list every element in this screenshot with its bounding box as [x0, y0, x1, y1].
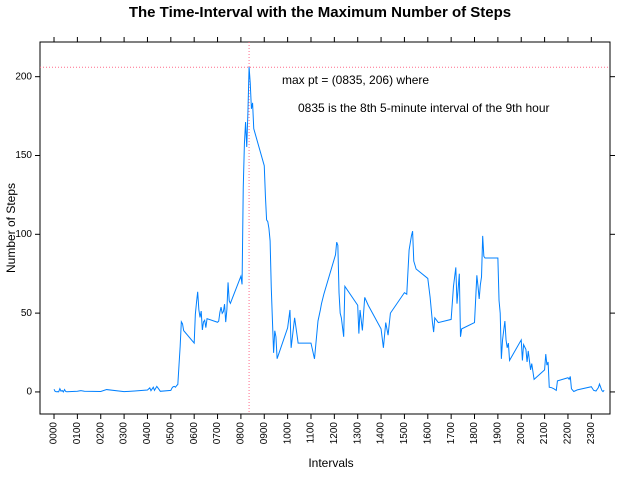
- y-tick-label: 50: [21, 308, 33, 319]
- data-line: [53, 66, 605, 393]
- y-tick-label: 100: [15, 229, 32, 240]
- x-tick-label: 2200: [563, 422, 574, 445]
- x-tick-label: 0200: [95, 422, 106, 445]
- x-tick-label: 1700: [446, 422, 457, 445]
- x-tick-label: 2100: [539, 422, 550, 445]
- x-tick-label: 1800: [469, 422, 480, 445]
- x-tick-label: 1600: [422, 422, 433, 445]
- x-tick-label: 0800: [236, 422, 247, 445]
- x-tick-label: 1000: [282, 422, 293, 445]
- x-tick-label: 2000: [516, 422, 527, 445]
- x-tick-label: 1200: [329, 422, 340, 445]
- chart-title: The Time-Interval with the Maximum Numbe…: [129, 4, 511, 21]
- x-tick-label: 0300: [119, 422, 130, 445]
- x-tick-label: 1100: [306, 422, 317, 444]
- x-tick-label: 0900: [259, 422, 270, 445]
- x-tick-label: 1300: [352, 422, 363, 445]
- x-tick-label: 2300: [586, 422, 597, 445]
- y-tick-label: 200: [15, 71, 32, 82]
- x-tick-label: 1900: [493, 422, 504, 445]
- y-tick-label: 150: [15, 150, 32, 161]
- y-tick-label: 0: [26, 387, 32, 398]
- annotation: 0835 is the 8th 5-minute interval of the…: [298, 101, 550, 115]
- y-axis-title: Number of Steps: [4, 183, 18, 273]
- x-axis-title: Intervals: [308, 456, 353, 470]
- panel-frame: [39, 41, 611, 415]
- x-tick-label: 0700: [212, 422, 223, 445]
- x-tick-label: 0100: [72, 422, 83, 445]
- x-tick-label: 0400: [142, 422, 153, 445]
- x-tick-label: 0000: [49, 422, 60, 445]
- x-tick-label: 1400: [376, 422, 387, 445]
- annotation: max pt = (0835, 206) where: [282, 73, 429, 87]
- x-tick-label: 0600: [189, 422, 200, 445]
- x-tick-label: 0500: [165, 422, 176, 445]
- x-tick-label: 1500: [399, 422, 410, 445]
